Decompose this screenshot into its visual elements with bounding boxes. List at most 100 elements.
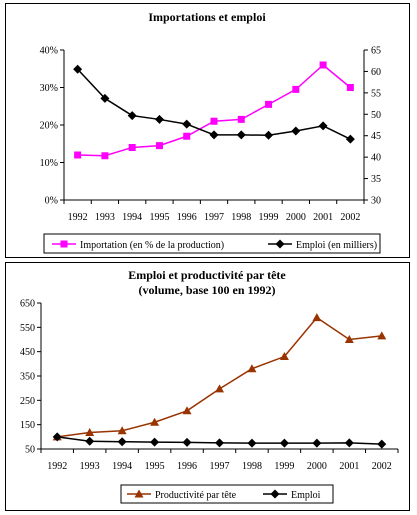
data-point-emploi xyxy=(85,436,95,446)
data-point-importation xyxy=(128,144,136,151)
y-left-tick-label: 40% xyxy=(40,46,58,57)
y-right-tick-label: 60 xyxy=(371,67,381,78)
x-tick-label: 1998 xyxy=(231,212,251,223)
data-point-productivite xyxy=(182,406,192,415)
y-tick-label: 450 xyxy=(20,347,35,358)
data-point-emploi xyxy=(345,134,355,144)
x-tick-label: 1993 xyxy=(80,461,100,472)
legend-swatch-marker xyxy=(270,489,280,499)
data-point-emploi xyxy=(182,437,192,447)
data-point-importation xyxy=(292,85,300,93)
series-line-importation xyxy=(77,64,351,157)
data-point-emploi xyxy=(100,93,110,103)
y-tick-label: 650 xyxy=(20,299,35,310)
data-point-importation xyxy=(210,117,218,125)
data-point-productivite xyxy=(344,335,354,343)
data-point-emploi xyxy=(182,119,192,129)
legend-swatch-marker xyxy=(60,240,68,248)
y-tick-label: 150 xyxy=(20,420,35,431)
data-point-emploi xyxy=(117,437,127,447)
y-right-tick-label: 45 xyxy=(371,131,381,142)
x-tick-label: 1997 xyxy=(204,212,224,223)
data-point-emploi xyxy=(154,114,164,124)
x-tick-label: 1994 xyxy=(112,461,132,472)
x-tick-label: 1996 xyxy=(177,212,197,223)
data-point-productivite xyxy=(312,313,322,322)
legend-swatch-marker xyxy=(134,489,144,498)
x-tick-label: 2002 xyxy=(372,461,392,472)
y-tick-label: 250 xyxy=(20,396,35,407)
data-point-productivite xyxy=(279,352,289,361)
y-left-tick-label: 10% xyxy=(40,158,58,169)
y-right-tick-label: 65 xyxy=(371,46,381,57)
data-point-importation xyxy=(346,84,354,91)
chart-subtitle: (volume, base 100 en 1992) xyxy=(139,283,276,297)
x-tick-label: 2001 xyxy=(313,212,333,223)
y-tick-label: 350 xyxy=(20,372,35,383)
legend-label: Emploi xyxy=(291,490,321,501)
data-point-productivite xyxy=(377,331,387,340)
data-point-productivite xyxy=(150,417,160,426)
chart-employment-productivity: Emploi et productivité par tête (volume,… xyxy=(20,268,399,504)
y-right-tick-label: 30 xyxy=(371,196,381,207)
data-point-emploi xyxy=(279,438,289,448)
x-tick-label: 2000 xyxy=(286,212,306,223)
y-left-tick-label: 30% xyxy=(40,83,58,94)
series-line-productivite xyxy=(57,316,382,438)
chart-title: Emploi et productivité par tête xyxy=(128,268,286,282)
y-right-tick-label: 35 xyxy=(371,174,381,185)
y-tick-label: 50 xyxy=(25,445,35,456)
y-right-tick-label: 55 xyxy=(371,88,381,99)
legend-swatch-marker xyxy=(275,239,285,249)
y-right-tick-label: 50 xyxy=(371,110,381,121)
data-point-emploi xyxy=(291,126,301,136)
data-point-importation xyxy=(183,132,191,140)
legend-label: Productivité par tête xyxy=(155,490,237,501)
series-line-emploi xyxy=(77,68,351,140)
data-point-emploi xyxy=(52,432,62,442)
legend-label: Importation (en % de la production) xyxy=(80,240,224,251)
data-point-emploi xyxy=(247,438,257,448)
x-tick-label: 1999 xyxy=(274,461,294,472)
data-point-emploi xyxy=(264,130,274,140)
legend xyxy=(43,233,381,254)
data-point-importation xyxy=(237,115,245,123)
x-tick-label: 1996 xyxy=(177,461,197,472)
data-point-importation xyxy=(101,152,109,160)
data-point-emploi xyxy=(215,438,224,448)
data-point-emploi xyxy=(127,111,137,121)
data-point-emploi xyxy=(344,438,354,448)
data-point-productivite xyxy=(117,426,127,435)
x-tick-label: 1992 xyxy=(68,212,88,223)
y-right-tick-label: 40 xyxy=(371,153,381,164)
chart-panel-productivity: Emploi et productivité par tête (volume,… xyxy=(5,262,410,511)
x-tick-label: 1992 xyxy=(47,461,67,472)
data-point-importation xyxy=(74,151,82,159)
data-point-importation xyxy=(155,142,163,150)
x-tick-label: 2002 xyxy=(340,212,360,223)
x-tick-label: 1998 xyxy=(242,461,262,472)
x-tick-label: 1995 xyxy=(149,212,169,223)
data-point-emploi xyxy=(73,64,83,74)
data-point-productivite xyxy=(85,427,95,436)
legend xyxy=(120,484,334,504)
data-point-emploi xyxy=(150,437,160,447)
x-tick-label: 1995 xyxy=(145,461,165,472)
data-point-importation xyxy=(319,61,327,69)
data-point-productivite xyxy=(215,384,224,393)
y-left-tick-label: 0% xyxy=(45,196,58,207)
y-tick-label: 550 xyxy=(20,323,35,334)
data-point-importation xyxy=(265,100,273,108)
x-tick-label: 2001 xyxy=(339,461,359,472)
data-point-productivite xyxy=(247,364,257,373)
chart-imports-employment: Importations et emploi 0% 10% 20% 30% 40% 30 3… xyxy=(40,10,381,254)
chart-title: Importations et emploi xyxy=(148,10,266,24)
data-point-emploi xyxy=(377,439,387,449)
x-tick-label: 1993 xyxy=(95,212,115,223)
x-tick-label: 1994 xyxy=(122,212,142,223)
chart-panel-imports-employment: Importations et emploi 0% 10% 20% 30% 40% 30 3… xyxy=(5,3,410,258)
x-tick-label: 1999 xyxy=(259,212,279,223)
data-point-emploi xyxy=(236,130,246,140)
x-tick-label: 1997 xyxy=(210,461,230,472)
data-point-emploi xyxy=(312,438,322,448)
